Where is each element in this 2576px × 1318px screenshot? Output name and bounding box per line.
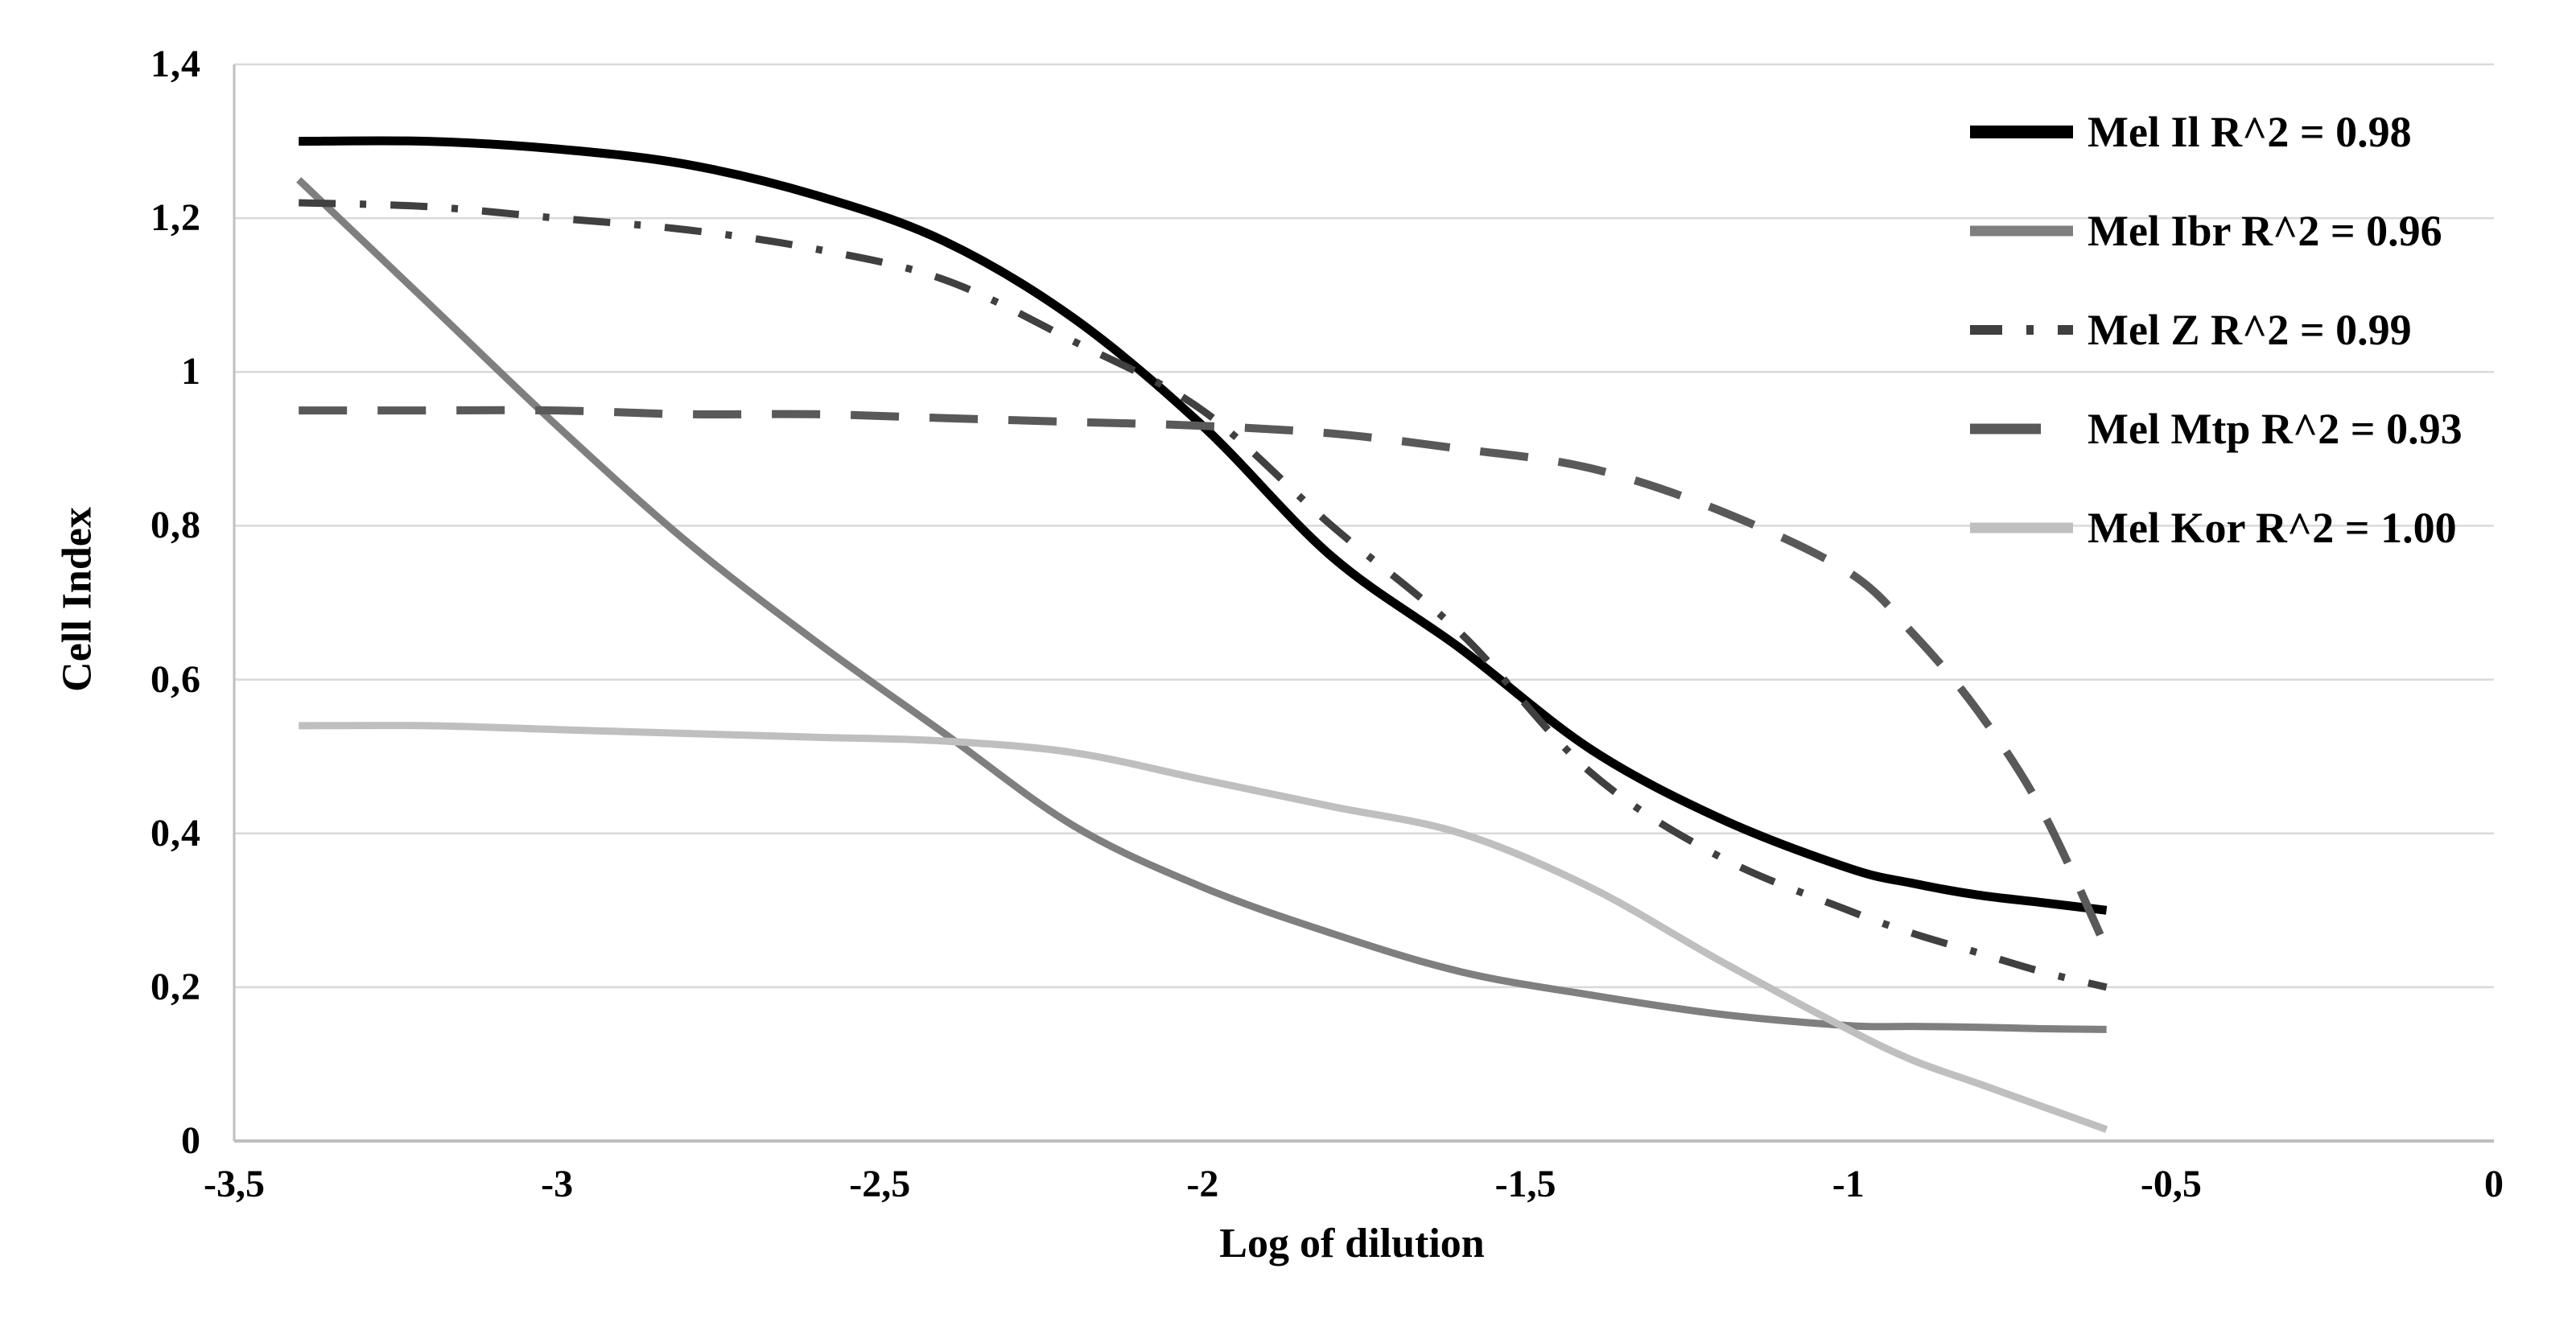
legend-label: Mel Ibr R^2 = 0.96 [2088, 206, 2442, 255]
legend-label: Mel Z R^2 = 0.99 [2088, 305, 2412, 354]
series-line-4 [299, 406, 2111, 951]
legend-label: Mel Mtp R^2 = 0.93 [2088, 404, 2463, 453]
y-tick-label: 0 [181, 1119, 201, 1162]
y-tick-label: 0,2 [150, 965, 201, 1008]
x-tick-label: -2 [1186, 1163, 1219, 1205]
x-tick-label: -0,5 [2140, 1163, 2202, 1205]
x-tick-label: -1 [1832, 1163, 1865, 1205]
x-tick-label: -3 [541, 1163, 574, 1205]
y-tick-label: 0,6 [150, 657, 201, 701]
y-tick-label: 1,2 [150, 196, 201, 240]
legend-line-sample [1970, 125, 2073, 138]
legend-item: Mel Z R^2 = 0.99 [1968, 280, 2463, 379]
x-axis-title: Log of dilution [1219, 1221, 1485, 1267]
series-line-3 [299, 199, 2108, 991]
x-tick-label: -1,5 [1494, 1163, 1556, 1205]
legend-item: Mel Ibr R^2 = 0.96 [1968, 181, 2463, 280]
series-line-2 [296, 177, 2107, 1033]
legend-line-sample [1970, 423, 2073, 434]
legend-item: Mel Il R^2 = 0.98 [1968, 82, 2463, 181]
legend: Mel Il R^2 = 0.98 Mel Ibr R^2 = 0.96 Mel Z… [1968, 82, 2463, 577]
x-tick-label: -3,5 [204, 1163, 265, 1205]
y-axis-tick-labels: 0 0,2 0,4 0,6 0,8 1 1,2 1,4 [64, 0, 201, 1318]
x-tick-label: -2,5 [849, 1163, 911, 1205]
legend-item: Mel Kor R^2 = 1.00 [1968, 478, 2463, 577]
y-axis-title: Cell Index [54, 507, 101, 692]
x-axis-tick-labels: -3,5 -3 -2,5 -2 -1,5 -1 -0,5 0 [0, 1159, 2576, 1215]
y-tick-label: 1,4 [150, 43, 201, 85]
y-tick-label: 0,4 [150, 811, 201, 855]
y-tick-label: 1 [181, 350, 201, 393]
legend-label: Mel Kor R^2 = 1.00 [2088, 503, 2457, 552]
series-line-5 [299, 722, 2108, 1133]
legend-line-sample [1970, 225, 2073, 236]
legend-label: Mel Il R^2 = 0.98 [2088, 107, 2412, 156]
legend-line-sample [1970, 324, 2073, 335]
series-line-1 [299, 136, 2108, 915]
legend-line-sample [1970, 522, 2073, 533]
x-tick-label: 0 [2484, 1163, 2504, 1205]
legend-item: Mel Mtp R^2 = 0.93 [1968, 379, 2463, 478]
y-tick-label: 0,8 [150, 504, 201, 547]
